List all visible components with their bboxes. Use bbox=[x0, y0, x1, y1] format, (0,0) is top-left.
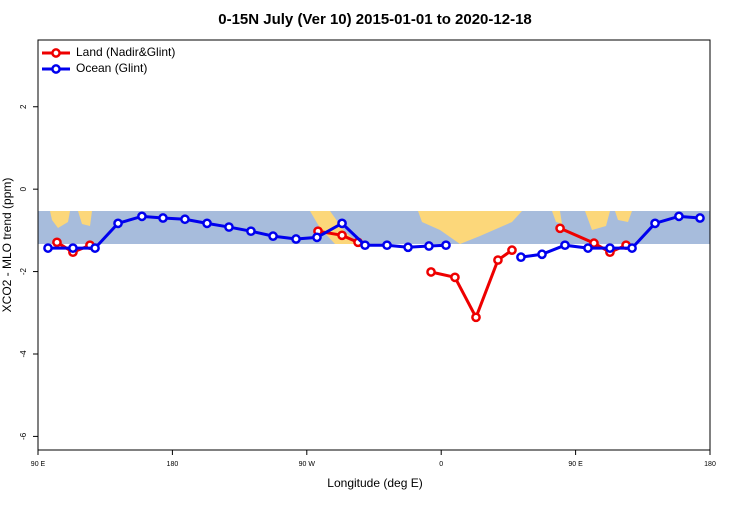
series-point bbox=[674, 211, 684, 222]
y-tick-label: -4 bbox=[19, 350, 28, 358]
series-point bbox=[337, 218, 347, 229]
x-tick-label: 90 E bbox=[568, 461, 583, 468]
y-tick-label: -2 bbox=[19, 267, 28, 275]
series-point bbox=[424, 241, 434, 251]
series-point bbox=[246, 226, 256, 237]
series-point bbox=[605, 243, 615, 253]
series-point bbox=[224, 222, 234, 232]
series-point bbox=[52, 237, 62, 248]
series-point bbox=[583, 243, 593, 253]
series-point bbox=[291, 234, 301, 244]
x-tick-label: 180 bbox=[167, 461, 179, 468]
series-point bbox=[202, 218, 212, 229]
legend-marker bbox=[51, 64, 61, 74]
y-tick-label: 2 bbox=[19, 104, 28, 109]
plot-frame bbox=[37, 39, 711, 451]
series-point bbox=[268, 231, 278, 241]
legend-label: Land (Nadir&Glint) bbox=[76, 45, 175, 59]
series-point bbox=[113, 218, 123, 229]
series-point bbox=[68, 243, 78, 253]
series-point bbox=[180, 214, 190, 225]
x-tick-label: 90 W bbox=[299, 461, 316, 468]
series-point bbox=[555, 223, 565, 234]
series-point bbox=[43, 243, 53, 253]
y-tick-label: -6 bbox=[19, 432, 28, 440]
series-point bbox=[695, 213, 705, 223]
x-axis-label: Longitude (deg E) bbox=[327, 476, 422, 490]
legend-marker bbox=[51, 48, 61, 58]
series-point bbox=[426, 267, 436, 277]
series-point bbox=[337, 230, 347, 241]
y-axis-label: XCO2 - MLO trend (ppm) bbox=[0, 178, 14, 313]
series-point bbox=[312, 232, 322, 243]
chart-title: 0-15N July (Ver 10) 2015-01-01 to 2020-1… bbox=[218, 11, 532, 28]
series-point bbox=[90, 243, 100, 253]
series-point bbox=[441, 240, 451, 251]
series-point bbox=[382, 240, 392, 251]
series-point bbox=[650, 218, 660, 229]
x-tick-label: 180 bbox=[704, 461, 716, 468]
series-point bbox=[493, 255, 503, 265]
x-tick-label: 90 E bbox=[31, 461, 46, 468]
series-point bbox=[627, 243, 637, 253]
y-tick-label: 0 bbox=[19, 186, 28, 191]
legend-label: Ocean (Glint) bbox=[76, 61, 147, 75]
series-point bbox=[537, 249, 547, 260]
series-point bbox=[507, 245, 517, 256]
series-point bbox=[158, 213, 168, 223]
series-point bbox=[516, 252, 526, 263]
series-point bbox=[137, 211, 147, 222]
series-point bbox=[471, 312, 481, 323]
series-point bbox=[360, 240, 370, 251]
series-point bbox=[450, 272, 460, 283]
x-tick-label: 0 bbox=[439, 461, 443, 468]
series-point bbox=[403, 242, 413, 253]
series-point bbox=[560, 240, 570, 251]
